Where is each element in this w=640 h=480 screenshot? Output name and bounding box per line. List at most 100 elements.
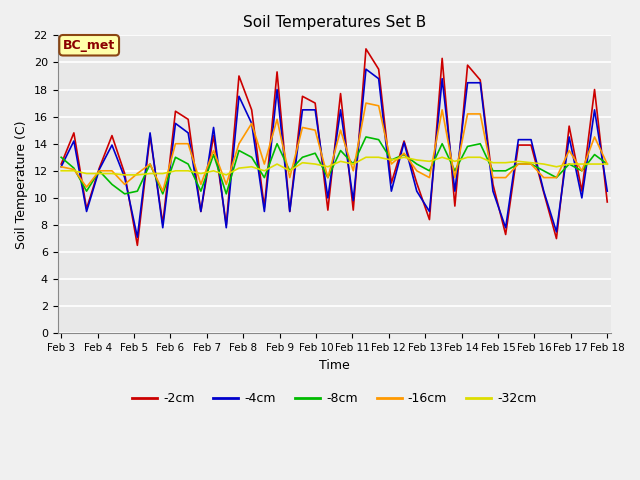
-4cm <box>286 209 294 215</box>
-8cm <box>83 188 90 194</box>
-8cm <box>95 168 103 174</box>
-32cm <box>159 171 166 177</box>
-2cm <box>273 69 281 75</box>
-16cm <box>134 171 141 177</box>
-4cm <box>184 130 192 136</box>
-16cm <box>552 175 560 180</box>
-8cm <box>134 188 141 194</box>
-32cm <box>286 168 294 174</box>
-4cm <box>375 76 383 82</box>
-4cm <box>337 107 344 113</box>
-2cm <box>515 142 522 148</box>
-16cm <box>476 111 484 117</box>
Text: BC_met: BC_met <box>63 39 115 52</box>
-8cm <box>172 155 179 160</box>
-8cm <box>248 155 255 160</box>
-2cm <box>83 206 90 212</box>
-4cm <box>324 195 332 201</box>
-8cm <box>400 152 408 157</box>
-2cm <box>58 161 65 167</box>
-32cm <box>527 160 535 166</box>
-16cm <box>172 141 179 146</box>
-8cm <box>540 168 548 174</box>
-2cm <box>464 62 472 68</box>
-16cm <box>527 161 535 167</box>
-16cm <box>121 181 129 187</box>
-2cm <box>134 242 141 248</box>
-16cm <box>108 168 116 174</box>
-8cm <box>299 155 307 160</box>
-16cm <box>375 103 383 108</box>
-2cm <box>248 107 255 113</box>
-32cm <box>172 168 179 174</box>
-16cm <box>184 141 192 146</box>
-8cm <box>451 168 459 174</box>
Line: -8cm: -8cm <box>61 137 607 194</box>
-32cm <box>400 155 408 160</box>
-4cm <box>210 125 218 131</box>
-2cm <box>451 203 459 209</box>
-8cm <box>578 168 586 174</box>
-8cm <box>413 161 420 167</box>
-4cm <box>70 138 77 144</box>
-32cm <box>58 168 65 174</box>
-2cm <box>489 181 497 187</box>
-8cm <box>362 134 370 140</box>
-8cm <box>591 152 598 157</box>
-4cm <box>438 76 446 82</box>
-2cm <box>146 132 154 138</box>
-16cm <box>337 127 344 133</box>
-16cm <box>223 181 230 187</box>
-4cm <box>159 225 166 230</box>
-8cm <box>476 141 484 146</box>
-4cm <box>387 188 395 194</box>
Line: -4cm: -4cm <box>61 69 607 237</box>
-4cm <box>552 229 560 235</box>
-4cm <box>108 142 116 148</box>
-4cm <box>248 120 255 126</box>
-16cm <box>591 134 598 140</box>
-8cm <box>337 148 344 154</box>
-32cm <box>83 171 90 177</box>
-2cm <box>184 117 192 122</box>
-32cm <box>438 155 446 160</box>
-4cm <box>311 107 319 113</box>
-4cm <box>540 188 548 194</box>
-32cm <box>489 160 497 166</box>
-16cm <box>413 168 420 174</box>
-32cm <box>273 161 281 167</box>
-16cm <box>387 161 395 167</box>
-4cm <box>476 80 484 85</box>
-32cm <box>565 161 573 167</box>
-8cm <box>286 168 294 174</box>
-2cm <box>565 123 573 129</box>
-32cm <box>375 155 383 160</box>
Title: Soil Temperatures Set B: Soil Temperatures Set B <box>243 15 426 30</box>
-16cm <box>362 100 370 106</box>
-4cm <box>515 137 522 143</box>
-8cm <box>527 161 535 167</box>
-8cm <box>515 161 522 167</box>
-32cm <box>362 155 370 160</box>
-4cm <box>527 137 535 143</box>
-32cm <box>451 158 459 164</box>
-4cm <box>146 130 154 136</box>
-8cm <box>565 161 573 167</box>
-4cm <box>197 209 205 215</box>
-16cm <box>400 150 408 156</box>
-2cm <box>527 142 535 148</box>
-4cm <box>578 195 586 201</box>
-4cm <box>172 120 179 126</box>
-32cm <box>134 172 141 178</box>
-16cm <box>540 175 548 180</box>
-2cm <box>387 180 395 186</box>
-8cm <box>438 141 446 146</box>
-2cm <box>349 207 357 213</box>
-2cm <box>438 56 446 61</box>
-8cm <box>604 161 611 167</box>
-2cm <box>235 73 243 79</box>
-8cm <box>223 191 230 197</box>
-16cm <box>235 141 243 146</box>
-16cm <box>248 120 255 126</box>
-2cm <box>337 91 344 96</box>
